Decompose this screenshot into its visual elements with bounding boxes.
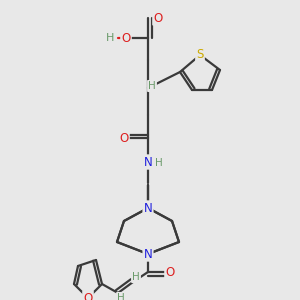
Text: S: S xyxy=(196,49,204,62)
Text: H: H xyxy=(155,158,163,168)
Text: H: H xyxy=(148,81,156,91)
Text: H: H xyxy=(117,293,125,300)
Text: O: O xyxy=(165,266,175,278)
Text: H: H xyxy=(132,272,140,282)
Text: O: O xyxy=(153,11,163,25)
Text: O: O xyxy=(83,292,93,300)
Text: O: O xyxy=(122,32,130,44)
Text: N: N xyxy=(144,202,152,214)
Text: N: N xyxy=(144,248,152,260)
Text: H: H xyxy=(106,33,114,43)
Text: O: O xyxy=(119,131,129,145)
Text: N: N xyxy=(144,155,152,169)
